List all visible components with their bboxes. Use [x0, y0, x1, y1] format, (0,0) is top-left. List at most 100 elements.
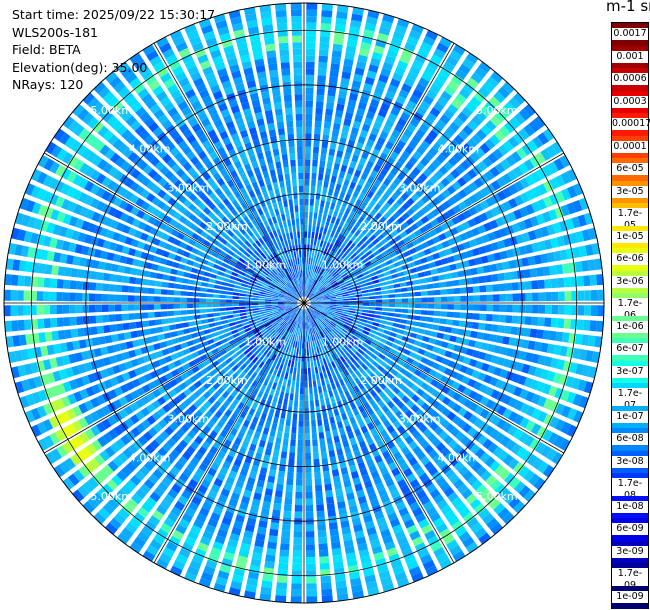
ppi-ray	[308, 104, 536, 299]
colorbar-tick-label: 6e-09	[612, 523, 648, 536]
field-label: Field: BETA	[12, 42, 81, 57]
ppi-ray	[310, 303, 604, 332]
ppi-ray	[308, 71, 503, 299]
ppi-ray	[305, 309, 380, 596]
ppi-ray	[184, 23, 302, 297]
ppi-ray	[213, 13, 303, 297]
ring-label: 2.00km	[360, 374, 402, 387]
colorbar-tick-label: 6e-06	[612, 253, 648, 266]
ppi-ray	[19, 197, 298, 301]
ppi-ray	[117, 61, 301, 298]
ring-label: 1.00km	[245, 336, 287, 349]
ppi-ray	[310, 304, 600, 364]
ppi-ray	[105, 307, 300, 535]
colorbar-tick-label: 1e-08	[612, 500, 648, 513]
ppi-ray	[309, 306, 571, 451]
azimuth-spoke	[303, 302, 455, 564]
ppi-ray	[305, 7, 365, 297]
ppi-ray	[37, 306, 299, 451]
ppi-ray	[82, 92, 300, 299]
ppi-ray	[30, 305, 299, 438]
ppi-ray	[259, 309, 304, 602]
azimuth-spokes	[4, 3, 604, 603]
ppi-ray	[243, 7, 303, 297]
azimuth-spoke	[153, 42, 305, 304]
ppi-ray	[11, 227, 298, 302]
ppi-ray	[309, 155, 571, 300]
azimuth-spoke	[303, 302, 565, 454]
ppi-ray	[304, 309, 349, 602]
ring-label: 3.00km	[399, 181, 441, 194]
azimuth-spoke	[43, 152, 305, 304]
colorbar-tick-label: 0.0003	[612, 95, 648, 108]
ring-label: 5.00km	[476, 490, 518, 503]
ppi-ray	[129, 308, 301, 554]
ppi-ray	[309, 116, 546, 300]
ppi-ray	[93, 307, 300, 525]
ppi-ray	[305, 13, 395, 297]
ring-labels: 1.00km 1.00km 1.00km 1.00km 2.00km 2.00km 2.00…	[90, 104, 517, 503]
ppi-ray	[169, 308, 302, 577]
device-label: WLS200s-181	[12, 24, 98, 40]
nrays-label: NRays: 120	[12, 77, 84, 92]
ppi-ray	[306, 309, 424, 583]
ppi-ray	[5, 303, 298, 348]
ppi-ray	[310, 303, 603, 348]
ppi-ray	[82, 307, 300, 514]
ppi-ray	[4, 303, 298, 332]
ppi-ray	[228, 10, 303, 297]
ppi-ray	[213, 309, 303, 593]
ring-label: 5.00km	[476, 104, 518, 117]
colorbar-tick-label: 1e-05	[612, 230, 648, 243]
ppi-ray	[308, 92, 526, 299]
ppi-ray	[198, 18, 302, 297]
ppi-ray	[62, 116, 299, 300]
ppi-ray	[11, 304, 298, 379]
colorbar-tick-label: 3e-09	[612, 545, 648, 558]
ppi-ray	[24, 183, 298, 301]
colorbar-unit-title: m-1 sr-1	[606, 0, 650, 15]
ppi-ray	[310, 305, 584, 423]
ppi-ray	[19, 305, 298, 409]
ppi-ray	[4, 274, 298, 303]
ppi-ray	[304, 4, 349, 297]
ppi-ray	[310, 274, 604, 303]
colorbar-tick-label: 0.0006	[612, 73, 648, 86]
ppi-ray	[308, 307, 536, 502]
colorbar-tick-label: 0.001	[612, 50, 648, 63]
colorbar-tick-label: 3e-06	[612, 275, 648, 288]
ppi-ray	[309, 168, 578, 301]
ring-label: 5.00km	[90, 104, 132, 117]
colorbar-tick-label: 6e-05	[612, 163, 648, 176]
azimuth-spoke	[303, 42, 455, 304]
ppi-ray	[129, 52, 301, 298]
ppi-ray	[8, 242, 298, 302]
ppi-ray	[309, 306, 563, 465]
ppi-ray	[310, 227, 597, 302]
colorbar-tick-label: 1e-06	[612, 320, 648, 333]
azimuth-spoke	[303, 152, 565, 304]
ppi-ray	[305, 309, 365, 599]
ppi-ray	[198, 309, 302, 588]
ring-label: 3.00km	[168, 413, 210, 426]
ring-label: 2.00km	[360, 220, 402, 233]
colorbar-tick-label: 0.00017	[612, 118, 650, 131]
ppi-ray	[308, 307, 526, 514]
ppi-ray	[45, 141, 299, 300]
azimuth-spoke	[153, 302, 305, 564]
ppi-ray	[53, 306, 299, 478]
ring-label: 4.00km	[129, 451, 171, 464]
ppi-ray	[24, 305, 298, 423]
ppi-ray	[309, 141, 563, 300]
ring-label: 4.00km	[129, 143, 171, 156]
ppi-ray	[307, 44, 466, 298]
colorbar-tick-label: 6e-08	[612, 433, 648, 446]
colorbar-tick-label: 1e-09	[612, 590, 648, 603]
ppi-ray	[142, 44, 301, 298]
ring-label: 1.00km	[322, 258, 364, 271]
ring-label: 5.00km	[90, 490, 132, 503]
scan-info: Start time: 2025/09/22 15:30:17 WLS200s-…	[12, 6, 215, 94]
ppi-ray	[4, 303, 298, 317]
ppi-ray	[304, 309, 318, 603]
